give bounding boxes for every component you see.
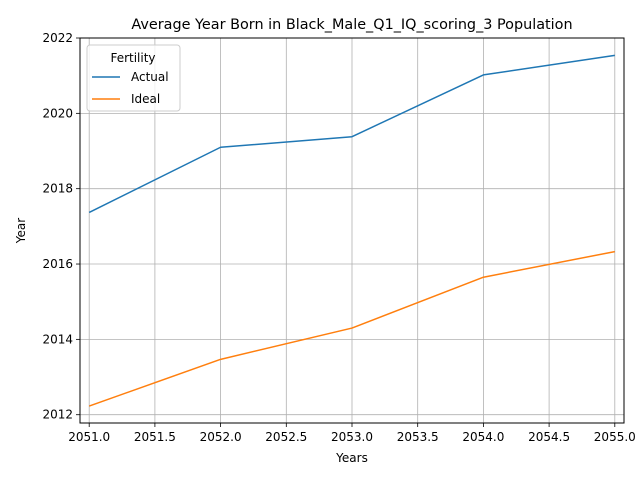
y-tick-label: 2016: [42, 257, 73, 271]
x-tick-label: 2054.5: [528, 430, 570, 444]
y-tick-label: 2018: [42, 182, 73, 196]
chart-title: Average Year Born in Black_Male_Q1_IQ_sc…: [131, 17, 572, 33]
legend: Fertility Actual Ideal: [87, 45, 180, 111]
x-tick-label: 2052.5: [265, 430, 307, 444]
x-tick-label: 2051.5: [134, 430, 176, 444]
x-tick-label: 2051.0: [68, 430, 110, 444]
y-axis-label: Year: [14, 218, 28, 244]
x-axis-label: Years: [335, 451, 368, 465]
x-tick-label: 2052.0: [200, 430, 242, 444]
legend-title: Fertility: [110, 51, 155, 65]
x-tick-label: 2053.0: [331, 430, 373, 444]
legend-label-actual: Actual: [131, 70, 169, 84]
x-tick-label: 2054.0: [462, 430, 504, 444]
x-tick-label: 2055.0: [594, 430, 636, 444]
y-tick-label: 2022: [42, 31, 73, 45]
x-tick-label: 2053.5: [397, 430, 439, 444]
y-tick-label: 2014: [42, 332, 73, 346]
y-tick-label: 2012: [42, 408, 73, 422]
y-tick-label: 2020: [42, 106, 73, 120]
legend-label-ideal: Ideal: [131, 92, 160, 106]
